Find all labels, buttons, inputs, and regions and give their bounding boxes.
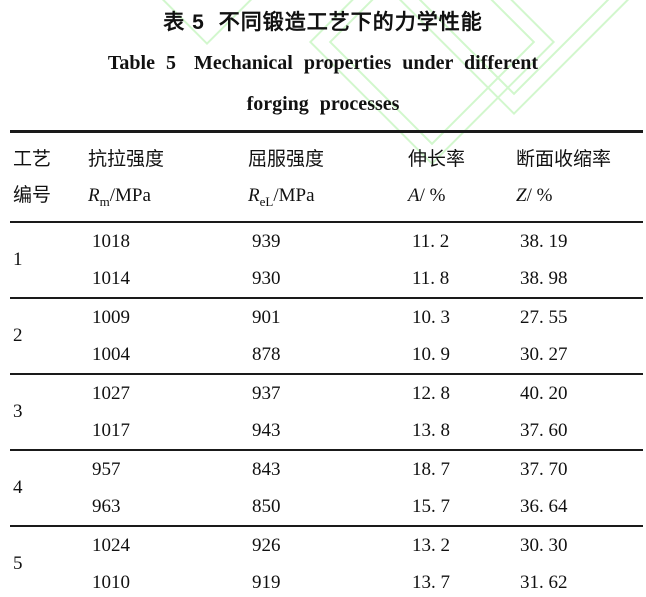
- rm-cell: 1018: [92, 230, 130, 252]
- rel-cell: 843: [252, 458, 281, 480]
- a-cell: 11. 2: [412, 230, 450, 252]
- a-cell: 11. 8: [405, 260, 513, 299]
- header-tensile-strength-symbol: Rm/MPa: [88, 185, 151, 209]
- a-cell: 12. 8: [412, 382, 450, 404]
- process-no-cell: 1: [10, 222, 85, 299]
- a-cell: 13. 8: [405, 412, 513, 451]
- process-no-cell: 5: [13, 553, 23, 574]
- rm-cell: 1024: [92, 534, 130, 556]
- rm-cell: 1010: [92, 571, 130, 593]
- table-title-en-text: Mechanical properties under different: [193, 52, 539, 74]
- table-title-en-line1: Table 5 Mechanical properties under diffe…: [0, 51, 646, 75]
- a-cell: 10. 9: [405, 336, 513, 375]
- header-process-no-line1: 工艺: [13, 149, 52, 170]
- header-elongation-symbol: A/ %: [408, 185, 446, 206]
- table-row: 963 850 15. 7 36. 64: [10, 488, 643, 527]
- a-cell: 10. 3: [412, 306, 450, 328]
- table-row: 1014 930 11. 8 38. 98: [10, 260, 643, 299]
- a-cell: 13. 7: [412, 571, 450, 593]
- header-yield-strength-zh: 屈服强度: [248, 149, 325, 170]
- header-yield-strength-symbol: ReL/MPa: [248, 185, 315, 209]
- a-cell: 15. 7: [405, 488, 513, 527]
- header-elongation-zh: 伸长率: [408, 149, 466, 170]
- table-row: 1017 943 13. 8 37. 60: [10, 412, 643, 451]
- table-body: 1 1018 939 11. 2 38. 19 1014 930 11. 8 3…: [10, 222, 643, 597]
- rm-cell: 963: [85, 488, 245, 527]
- table-row: 1004 878 10. 9 30. 27: [10, 336, 643, 375]
- table-row: 4 957 843 18. 7 37. 70: [10, 450, 643, 527]
- table-title-en-line2: forging processes: [246, 93, 400, 115]
- rel-cell: 926: [252, 534, 281, 556]
- table-row: 1010 919 13. 7 31. 62: [10, 564, 643, 597]
- z-cell: 40. 20: [520, 382, 568, 404]
- z-cell: 30. 30: [520, 534, 568, 556]
- z-cell: 36. 64: [513, 488, 643, 527]
- rel-cell: 937: [252, 382, 281, 404]
- z-cell: 31. 62: [520, 571, 568, 593]
- process-no-cell: 2: [10, 298, 85, 375]
- z-cell: 37. 70: [520, 458, 568, 480]
- header-tensile-strength: 抗拉强度 Rm/MPa: [85, 131, 245, 223]
- a-cell: 18. 7: [412, 458, 450, 480]
- header-process-no-line2: 编号: [13, 185, 52, 206]
- z-cell: 37. 60: [513, 412, 643, 451]
- table-title-zh: 表 5 不同锻造工艺下的力学性能: [0, 9, 646, 36]
- table-row: 3 1027 937 12. 8 40. 20: [10, 374, 643, 451]
- header-reduction-of-area-zh: 断面收缩率: [516, 149, 612, 170]
- z-cell: 38. 98: [513, 260, 643, 299]
- process-no-cell: 3: [10, 374, 85, 451]
- z-cell: 27. 55: [520, 306, 568, 328]
- rel-cell: 850: [245, 488, 405, 527]
- rel-cell: 939: [252, 230, 281, 252]
- rel-cell: 901: [252, 306, 281, 328]
- header-tensile-strength-zh: 抗拉强度: [88, 149, 165, 170]
- table-row: 2 1009 901 10. 3 27. 55: [10, 298, 643, 375]
- z-cell: 38. 19: [520, 230, 568, 252]
- table-header: 工艺 编号 抗拉强度 Rm/MPa 屈服强度 ReL/MPa 伸长率 A/ %: [10, 131, 643, 223]
- table-title-zh-text: 不同锻造工艺下的力学性能: [218, 11, 483, 34]
- header-process-no: 工艺 编号: [10, 131, 85, 223]
- z-cell: 30. 27: [513, 336, 643, 375]
- header-elongation: 伸长率 A/ %: [405, 131, 513, 223]
- rel-cell: 930: [245, 260, 405, 299]
- header-reduction-of-area-symbol: Z/ %: [516, 185, 553, 206]
- rel-cell: 919: [252, 571, 281, 593]
- rm-cell: 1004: [85, 336, 245, 375]
- process-no-cell: 4: [10, 450, 85, 527]
- rm-cell: 1009: [92, 306, 130, 328]
- rm-cell: 1027: [92, 382, 130, 404]
- table-row: 5 1024 926 13. 2 30. 30: [10, 526, 643, 575]
- table-title-en-label: Table 5: [107, 52, 176, 74]
- header-reduction-of-area: 断面收缩率 Z/ %: [513, 131, 643, 223]
- header-yield-strength: 屈服强度 ReL/MPa: [245, 131, 405, 223]
- a-cell: 13. 2: [412, 534, 450, 556]
- table-row: 1 1018 939 11. 2 38. 19: [10, 222, 643, 299]
- table-title-zh-label: 表 5: [163, 11, 205, 34]
- rel-cell: 943: [245, 412, 405, 451]
- rm-cell: 1017: [85, 412, 245, 451]
- rel-cell: 878: [245, 336, 405, 375]
- rm-cell: 1014: [85, 260, 245, 299]
- mechanical-properties-table: 工艺 编号 抗拉强度 Rm/MPa 屈服强度 ReL/MPa 伸长率 A/ %: [10, 130, 643, 597]
- rm-cell: 957: [92, 458, 121, 480]
